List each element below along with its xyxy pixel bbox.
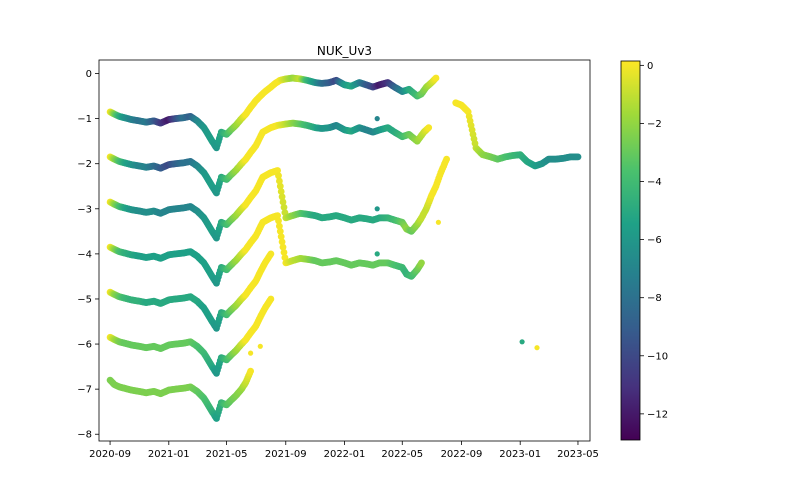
scatter-point <box>280 203 288 211</box>
x-tick-label: 2023-01 <box>499 449 541 460</box>
scatter-point <box>276 177 283 185</box>
scatter-point <box>275 172 282 180</box>
colorbar-tick-label: −2 <box>647 119 662 130</box>
x-tick-label: 2023-05 <box>557 449 599 460</box>
series-4 <box>106 250 275 332</box>
scatter-point <box>277 233 285 241</box>
scatter-point <box>279 198 287 206</box>
scatter-point <box>275 217 282 225</box>
outlier-point <box>248 350 254 356</box>
x-tick-label: 2021-01 <box>148 449 190 460</box>
chart-title: NUK_Uv3 <box>317 44 372 58</box>
colorbar-tick-label: 0 <box>647 61 653 72</box>
series-0 <box>106 74 440 152</box>
colorbar-axis: 0 −2 −4 −6 −8 −10 −12 <box>640 61 668 420</box>
y-tick-label: −3 <box>77 204 92 215</box>
x-tick-label: 2022-09 <box>441 449 483 460</box>
scatter-point <box>278 238 286 246</box>
colorbar <box>620 60 641 441</box>
series-1 <box>106 119 433 197</box>
colorbar-tick-label: −12 <box>647 409 668 420</box>
scatter-point <box>280 249 288 256</box>
x-tick-label: 2020-09 <box>89 449 131 460</box>
y-tick-label: −6 <box>77 340 92 351</box>
scatter-point <box>443 155 450 163</box>
colorbar-tick-label: −8 <box>647 293 662 304</box>
scatter-point <box>267 295 275 303</box>
scatter-point <box>274 167 281 174</box>
scatter-point <box>267 250 275 258</box>
y-tick-label: −2 <box>77 159 92 170</box>
colorbar-tick-label: −6 <box>647 235 662 246</box>
scatter-point <box>276 227 284 235</box>
series-5 <box>106 295 275 377</box>
scatter-point <box>278 193 286 201</box>
colorbar-tick-label: −10 <box>647 351 668 362</box>
series-2 <box>106 155 450 242</box>
x-tick-label: 2022-01 <box>324 449 366 460</box>
y-axis: 0 −1 −2 −3 −4 −5 −6 −7 −8 <box>77 69 99 441</box>
scatter-points <box>106 74 582 422</box>
scatter-point <box>279 243 287 251</box>
scatter-point <box>432 74 440 82</box>
y-tick-label: −7 <box>77 385 92 396</box>
x-tick-label: 2021-09 <box>265 449 307 460</box>
series-6 <box>106 367 255 422</box>
scatter-point <box>425 124 433 131</box>
scatter-point <box>276 182 284 190</box>
y-tick-label: 0 <box>86 69 92 80</box>
outlier-point <box>374 251 380 257</box>
scatter-point <box>277 188 285 195</box>
series-3 <box>106 212 425 287</box>
scatter-point <box>418 259 425 267</box>
y-tick-label: −5 <box>77 294 92 305</box>
x-tick-label: 2022-05 <box>381 449 423 460</box>
colorbar-tick-label: −4 <box>647 177 662 188</box>
scatter-point <box>574 153 582 161</box>
scatter-point <box>276 222 283 230</box>
outlier-point <box>534 345 540 351</box>
y-tick-label: −4 <box>77 249 92 260</box>
y-tick-label: −1 <box>77 114 92 125</box>
y-tick-label: −8 <box>77 430 92 441</box>
outlier-point <box>519 339 525 345</box>
x-tick-label: 2021-05 <box>206 449 248 460</box>
x-axis: 2020-09 2021-01 2021-05 2021-09 2022-01 2022-… <box>89 441 599 460</box>
scatter-point <box>274 212 281 220</box>
outlier-point <box>374 116 380 122</box>
series-7 <box>452 99 582 170</box>
outlier-point <box>374 206 380 212</box>
outlier-point <box>435 219 441 225</box>
scatter-point <box>247 367 255 375</box>
outlier-point <box>257 343 263 349</box>
